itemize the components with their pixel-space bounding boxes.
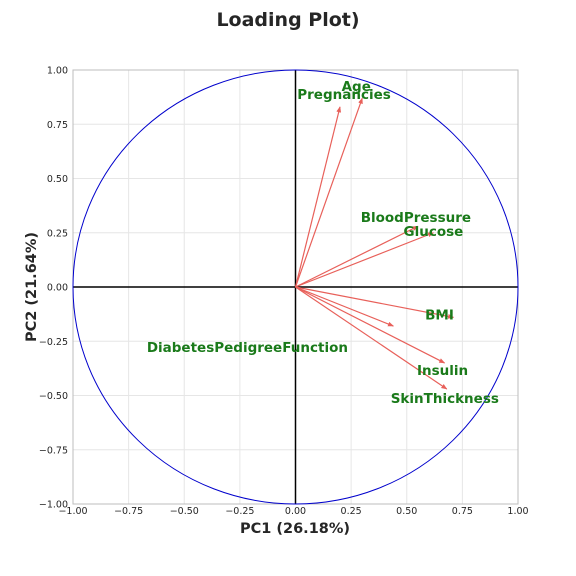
y-tick-label: −0.25	[39, 337, 68, 348]
y-tick-label: −0.75	[39, 445, 68, 456]
unit-circle-layer	[72, 69, 519, 505]
y-tick-label: 1.00	[47, 66, 68, 77]
loading-label-bmi: BMI	[425, 307, 454, 323]
x-tick-label: 0.50	[396, 506, 417, 517]
tick-labels: −1.00 −0.75 −0.50 −0.25 0.00 0.25 0.50 0.75 1.00…	[39, 66, 529, 518]
x-tick-label: 0.75	[452, 506, 473, 517]
x-tick-label: 0.00	[285, 506, 306, 517]
x-tick-label: −0.50	[170, 506, 199, 517]
y-axis-label: PC2 (21.64%)	[24, 232, 40, 342]
loading-arrow-bmi	[295, 286, 455, 319]
x-tick-label: −0.25	[225, 506, 254, 517]
loading-arrows	[294, 97, 455, 390]
loading-label-glucose: Glucose	[404, 224, 464, 240]
loading-label-diabetespedigreefunction: DiabetesPedigreeFunction	[147, 340, 348, 356]
loading-label-age: Age	[342, 79, 371, 95]
x-axis-label: PC1 (26.18%)	[240, 521, 350, 537]
loading-arrow-bloodpressure	[295, 225, 419, 288]
unit-circle	[72, 69, 519, 505]
y-tick-label: 0.00	[47, 283, 68, 294]
y-tick-label: −0.50	[39, 391, 68, 402]
loading-label-skinthickness: SkinThickness	[391, 391, 499, 407]
loading-arrow-age	[294, 97, 363, 288]
y-tick-label: −1.00	[39, 500, 68, 511]
loading-arrow-skinthickness	[295, 286, 448, 390]
loading-arrow-glucose	[295, 232, 435, 288]
loading-arrow-diabetespedigreefunction	[295, 286, 394, 327]
y-tick-label: 0.50	[47, 174, 68, 185]
x-tick-label: −1.00	[58, 506, 87, 517]
x-tick-label: 1.00	[507, 506, 528, 517]
loading-label-insulin: Insulin	[417, 363, 468, 379]
x-tick-label: 0.25	[341, 506, 362, 517]
x-tick-label: −0.75	[114, 506, 143, 517]
loading-arrow-insulin	[295, 286, 446, 364]
y-tick-label: 0.25	[47, 228, 68, 239]
y-tick-label: 0.75	[47, 120, 68, 131]
chart-title: Loading Plot)	[216, 9, 359, 31]
loading-arrow-pregnancies	[294, 106, 342, 288]
loading-label-pregnancies: Pregnancies	[297, 87, 391, 103]
loading-label-bloodpressure: BloodPressure	[361, 210, 471, 226]
